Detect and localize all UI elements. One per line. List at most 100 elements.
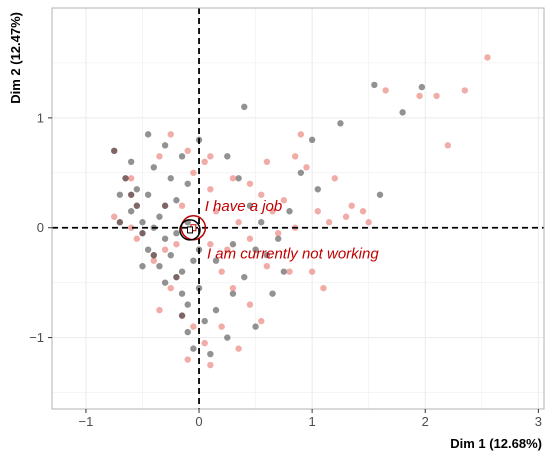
data-point — [190, 323, 197, 330]
data-point — [399, 109, 406, 116]
data-point — [269, 208, 276, 215]
data-points — [111, 54, 491, 369]
data-point — [190, 169, 197, 176]
data-point — [376, 191, 384, 198]
data-point — [461, 87, 469, 94]
data-point — [444, 142, 452, 149]
data-point — [178, 290, 186, 297]
data-point — [173, 197, 180, 204]
data-point — [224, 334, 231, 341]
data-point — [111, 213, 118, 220]
y-axis-title: Dim 2 (12.47%) — [8, 12, 23, 104]
data-point — [418, 83, 426, 91]
data-point — [229, 241, 237, 248]
panel-background — [52, 8, 544, 409]
data-point — [167, 284, 174, 292]
data-point — [484, 54, 491, 61]
reference-lines — [52, 8, 544, 409]
data-point — [308, 136, 316, 144]
data-point — [156, 306, 163, 314]
annotation-label-1: I am currently not working — [207, 245, 379, 262]
data-point — [184, 180, 191, 187]
data-point — [127, 175, 135, 182]
data-point — [246, 235, 254, 242]
data-point — [241, 273, 248, 281]
data-point — [229, 284, 237, 292]
x-tick-label: 3 — [535, 414, 542, 429]
data-point — [150, 251, 157, 259]
panel-border — [51, 7, 545, 410]
y-tick-label: −1 — [29, 330, 44, 345]
data-point — [365, 219, 372, 226]
x-tick-label: 1 — [309, 414, 316, 429]
data-point — [190, 257, 197, 264]
data-point — [139, 219, 146, 226]
data-point — [212, 208, 220, 215]
data-point — [161, 235, 169, 242]
x-tick-label: 2 — [422, 414, 429, 429]
data-point — [167, 131, 174, 138]
data-point — [280, 268, 288, 275]
data-point — [325, 219, 333, 226]
data-point — [167, 175, 174, 182]
data-point — [133, 235, 141, 242]
data-point — [150, 257, 157, 264]
data-point — [144, 131, 152, 138]
data-point — [263, 158, 271, 166]
data-point — [127, 191, 135, 198]
data-point — [167, 251, 174, 259]
data-point — [173, 230, 180, 237]
data-point — [314, 186, 321, 193]
data-point — [207, 186, 214, 193]
data-point — [331, 175, 338, 182]
data-point — [201, 158, 208, 166]
data-point — [144, 191, 152, 198]
data-point — [201, 317, 208, 325]
data-point — [178, 153, 186, 160]
data-point — [156, 153, 163, 160]
data-point — [229, 290, 237, 297]
data-point — [184, 147, 191, 155]
x-tick-label: 0 — [195, 414, 202, 429]
annotation-label-0: I have a job — [205, 198, 283, 215]
data-point — [122, 175, 129, 182]
data-point — [207, 153, 214, 160]
data-point — [263, 262, 271, 270]
data-point — [161, 202, 169, 209]
data-point — [178, 268, 186, 275]
data-point — [342, 213, 350, 220]
data-point — [156, 262, 163, 270]
data-point — [133, 202, 141, 209]
data-point — [116, 191, 124, 198]
data-point — [218, 268, 225, 275]
data-point — [348, 202, 355, 209]
data-point — [433, 92, 440, 100]
data-point — [224, 153, 231, 160]
data-point — [320, 284, 327, 292]
y-axis-ticks: −1 0 1 — [29, 110, 52, 345]
data-point — [111, 147, 118, 155]
data-point — [218, 323, 225, 330]
data-point — [116, 219, 124, 226]
data-point — [280, 197, 288, 204]
data-point — [275, 235, 282, 242]
data-point — [190, 345, 197, 352]
data-point — [241, 103, 248, 111]
data-point — [144, 246, 152, 253]
data-point — [314, 208, 321, 215]
data-point — [258, 191, 265, 198]
category-square-1 — [186, 226, 193, 234]
data-point — [178, 312, 186, 319]
data-point — [127, 158, 135, 166]
data-point — [303, 164, 310, 171]
data-point — [235, 219, 242, 226]
y-tick-label: 1 — [37, 110, 44, 125]
data-point — [201, 339, 208, 347]
data-point — [269, 290, 276, 297]
data-point — [286, 208, 293, 215]
category-markers — [179, 214, 207, 241]
data-point — [184, 356, 191, 363]
annotations: I have a job I am currently not working — [205, 198, 380, 262]
category-circle-1 — [179, 219, 201, 241]
